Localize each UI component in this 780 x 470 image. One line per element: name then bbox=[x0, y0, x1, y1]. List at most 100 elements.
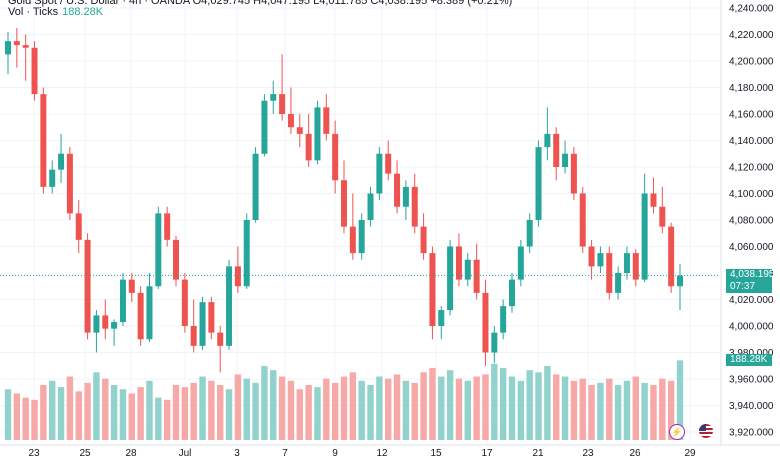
volume-bar bbox=[517, 380, 525, 440]
candle-body bbox=[597, 253, 604, 267]
volume-bar bbox=[225, 389, 233, 440]
candle-body bbox=[668, 226, 675, 287]
candle-body bbox=[287, 114, 294, 128]
volume-bar bbox=[411, 382, 418, 440]
candle-body bbox=[137, 292, 144, 340]
time-label: 23 bbox=[582, 448, 594, 459]
candle-body bbox=[420, 226, 427, 254]
volume-bar bbox=[331, 382, 339, 440]
candle-body bbox=[517, 246, 524, 280]
volume-bar bbox=[376, 376, 383, 440]
candle-body bbox=[659, 206, 666, 227]
price-label: 4,060.000 bbox=[729, 242, 774, 253]
volume-value: 188.28K bbox=[62, 6, 104, 18]
volume-bar bbox=[4, 389, 12, 440]
volume-bar bbox=[358, 380, 365, 440]
candle-body bbox=[119, 279, 126, 323]
candle-body bbox=[164, 213, 171, 240]
volume-bar bbox=[40, 385, 47, 440]
price-label: 4,140.000 bbox=[729, 136, 774, 147]
candle-body bbox=[252, 153, 259, 220]
volume-bar bbox=[402, 380, 410, 440]
time-label: 23 bbox=[28, 448, 40, 459]
candle-body bbox=[279, 94, 286, 114]
volume-bar bbox=[252, 382, 259, 440]
volume-bar bbox=[659, 378, 666, 440]
volume-bar bbox=[261, 365, 268, 440]
candle-body bbox=[376, 153, 383, 194]
time-label: 3 bbox=[234, 448, 240, 459]
volume-bar bbox=[367, 385, 374, 440]
volume-bar bbox=[208, 380, 215, 440]
price-label: 3,920.000 bbox=[729, 428, 774, 439]
current-price-value: 4,038.195 bbox=[730, 269, 775, 281]
price-label: 4,200.000 bbox=[729, 57, 774, 68]
candle-body bbox=[40, 94, 47, 187]
time-label: Jul bbox=[179, 448, 192, 459]
volume-bar bbox=[455, 378, 463, 440]
volume-bar bbox=[632, 376, 639, 440]
volume-bar bbox=[305, 385, 312, 440]
candle-body bbox=[367, 193, 374, 220]
lightning-icon[interactable]: ⚡ bbox=[669, 424, 685, 440]
price-axis[interactable]: 4,240.000 4,220.000 4,200.000 4,180.000 4,16… bbox=[729, 4, 774, 439]
candle-body bbox=[535, 147, 542, 220]
time-label: 17 bbox=[481, 448, 493, 459]
volume-bar bbox=[385, 378, 392, 440]
candle-body bbox=[394, 173, 401, 207]
candles[interactable] bbox=[5, 27, 683, 373]
candle-body bbox=[500, 306, 507, 333]
time-label: 28 bbox=[125, 448, 137, 459]
us-flag-icon[interactable] bbox=[699, 424, 713, 438]
candle-body bbox=[570, 153, 577, 194]
price-label: 4,240.000 bbox=[729, 4, 774, 15]
volume-bar bbox=[137, 387, 144, 440]
volume-bar bbox=[561, 376, 569, 440]
time-label: 26 bbox=[629, 448, 641, 459]
volume-bar bbox=[429, 368, 436, 440]
candle-body bbox=[208, 302, 215, 333]
price-label: 4,180.000 bbox=[729, 83, 774, 94]
volume-label: Vol · Ticks bbox=[8, 6, 59, 18]
volume-bar bbox=[588, 385, 595, 440]
candle-body bbox=[579, 193, 586, 247]
candle-body bbox=[447, 246, 454, 311]
volume-bar bbox=[155, 397, 162, 440]
volume-bar bbox=[438, 376, 445, 440]
volume-bar bbox=[340, 376, 348, 440]
volume-bar bbox=[75, 391, 82, 440]
volume-bar bbox=[623, 380, 631, 440]
candle-body bbox=[305, 133, 312, 161]
candle-body bbox=[411, 186, 418, 227]
candle-body bbox=[606, 253, 613, 293]
volume-bar bbox=[93, 372, 100, 440]
volume-legend[interactable]: Vol · Ticks 188.28K bbox=[8, 5, 103, 19]
volume-bar bbox=[13, 393, 21, 440]
volume-bar bbox=[420, 372, 427, 440]
candle-body bbox=[553, 133, 560, 167]
volume-bar bbox=[31, 399, 38, 440]
volume-bar bbox=[650, 385, 657, 440]
price-label: 4,080.000 bbox=[729, 216, 774, 227]
time-label: 7 bbox=[282, 448, 288, 459]
candle-body bbox=[349, 226, 356, 254]
volume-bar bbox=[84, 382, 91, 440]
volume-bar bbox=[163, 399, 171, 440]
volume-bar bbox=[172, 385, 180, 440]
symbol-ohlc-line[interactable]: Gold Spot / U.S. Dollar · 4h · OANDA O4,… bbox=[8, 0, 513, 7]
time-axis[interactable]: 23 25 28 Jul 3 7 9 12 15 17 21 23 26 29 bbox=[28, 448, 696, 459]
candle-body bbox=[491, 332, 498, 353]
candle-body bbox=[234, 266, 241, 287]
volume-bar bbox=[66, 376, 74, 440]
candle-body bbox=[526, 220, 533, 247]
price-label: 4,020.000 bbox=[729, 295, 774, 306]
candle-body bbox=[562, 153, 569, 167]
time-label: 25 bbox=[79, 448, 91, 459]
volume-bar bbox=[473, 376, 480, 440]
candle-body bbox=[75, 213, 82, 240]
volume-bar bbox=[287, 380, 295, 440]
bar-countdown: 07:37 bbox=[730, 281, 756, 293]
candle-body bbox=[632, 253, 639, 280]
